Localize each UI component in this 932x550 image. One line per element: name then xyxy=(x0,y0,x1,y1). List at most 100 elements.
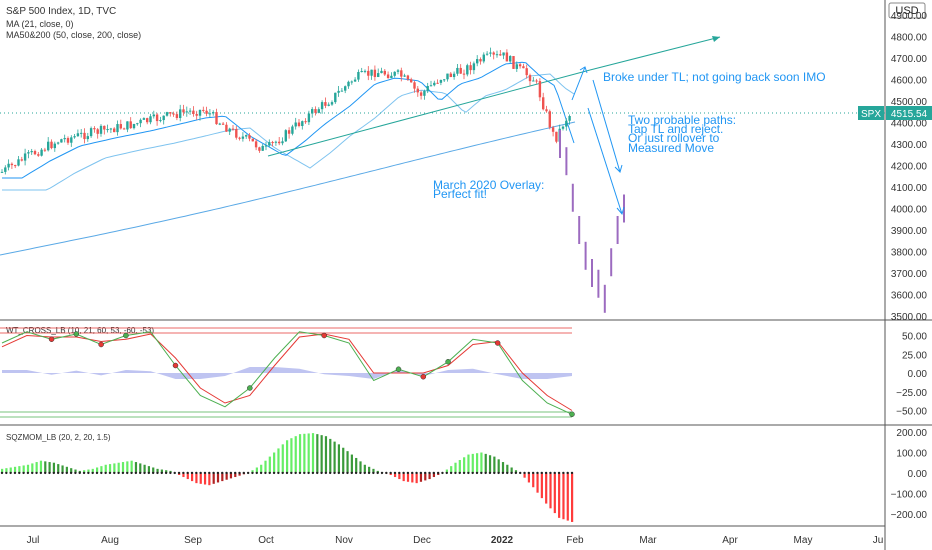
sqz-dot xyxy=(117,471,120,475)
sqz-bar xyxy=(147,466,151,473)
candle-body xyxy=(60,139,63,143)
candle-body xyxy=(294,122,297,127)
sqz-dot xyxy=(415,471,418,475)
sqz-dot xyxy=(203,471,207,475)
candle-body xyxy=(37,154,40,156)
sqz-bar xyxy=(61,465,64,473)
candle-body xyxy=(284,130,287,142)
sqz-dot xyxy=(182,471,185,475)
sqz-bar xyxy=(311,433,315,473)
sqz-dot xyxy=(229,471,233,475)
sqz-bar xyxy=(160,469,163,473)
indicator-ma21-label: MA (21, close, 0) xyxy=(6,19,74,29)
price-y-tick: 4000.00 xyxy=(891,205,928,216)
candle-body xyxy=(423,90,426,96)
sqz-dot xyxy=(259,471,263,475)
candle-body xyxy=(568,116,571,121)
sqz-dot xyxy=(376,471,379,475)
candle-body xyxy=(70,137,73,143)
sqz-dot xyxy=(221,471,224,475)
chart-title: S&P 500 Index, 1D, TVC xyxy=(6,6,116,17)
candle-body xyxy=(413,82,416,89)
sqz-bar xyxy=(108,464,112,473)
wt-cross-dot xyxy=(73,331,80,337)
candle-body xyxy=(291,126,294,134)
x-tick: Jul xyxy=(27,535,40,546)
sqz-dot xyxy=(536,471,539,475)
sqz-bar xyxy=(39,460,43,473)
price-y-axis: 4900.00 4800.00 4700.00 4600.00 4500.00 4400.… xyxy=(891,11,928,323)
sqz-bar xyxy=(139,463,142,473)
currency-label: USD xyxy=(895,5,918,17)
candle-body xyxy=(472,63,476,71)
sqz-dot xyxy=(316,471,319,475)
sqz-bar xyxy=(130,460,133,473)
candle-body xyxy=(386,74,390,79)
sqz-bar xyxy=(398,472,401,480)
sqz-bar xyxy=(363,464,366,473)
sqz-bar xyxy=(303,433,306,473)
candle-body xyxy=(109,128,113,130)
sqz-dot xyxy=(553,471,556,475)
sqz-dot xyxy=(566,471,569,475)
candle-body xyxy=(165,112,169,116)
sqz-dot xyxy=(328,471,332,475)
sqz-dot xyxy=(147,471,151,475)
candle-body xyxy=(314,109,317,113)
sqz-dot xyxy=(31,471,34,475)
sqz-bar xyxy=(5,468,8,473)
sqz-bar xyxy=(558,472,561,518)
sqz-dot xyxy=(398,471,401,475)
sqz-bar xyxy=(13,466,17,473)
sqz-dot xyxy=(251,471,254,475)
sqz-dot xyxy=(169,471,172,475)
sqz-bar xyxy=(26,464,30,473)
sqz-bar xyxy=(393,472,397,478)
candle-body xyxy=(20,159,23,161)
sqz-bar xyxy=(527,472,531,483)
sqz-y-axis: 200.00 100.00 0.00 −100.00 −200.00 xyxy=(891,428,928,521)
sqz-indicator-label: SQZMOM_LB (20, 2, 20, 1.5) xyxy=(6,433,111,442)
sqz-bar xyxy=(324,436,328,473)
sqz-bar xyxy=(22,465,25,473)
sqz-dot xyxy=(570,471,574,475)
candle-body xyxy=(215,112,218,125)
symbol-badge: SPX xyxy=(858,106,884,120)
sqz-dot xyxy=(436,471,440,475)
sqz-bar xyxy=(571,472,574,522)
price-candles xyxy=(0,47,571,175)
sqz-dot xyxy=(212,471,215,475)
sqz-bar xyxy=(406,472,410,482)
sqz-bar xyxy=(1,468,4,473)
sqz-dot xyxy=(18,471,21,475)
last-price-badge: 4515.54 xyxy=(886,106,932,120)
candle-body xyxy=(106,129,109,131)
sqz-dot xyxy=(549,471,552,475)
candle-body xyxy=(492,52,495,55)
sqz-dot xyxy=(108,471,112,475)
wt-cross-dot xyxy=(445,359,451,365)
sqz-dot xyxy=(497,471,500,475)
price-y-tick: 3900.00 xyxy=(891,226,928,237)
candle-body xyxy=(261,145,264,151)
candle-body xyxy=(113,128,116,133)
sqz-bar xyxy=(368,466,371,473)
sqz-dot xyxy=(471,471,474,475)
candle-body xyxy=(353,79,357,82)
sqz-bar xyxy=(96,467,99,473)
sqz-bar xyxy=(221,472,224,482)
sqz-dot xyxy=(350,471,353,475)
sqz-bar xyxy=(350,454,353,473)
sqz-bar xyxy=(273,452,276,473)
sqz-bar xyxy=(329,438,332,473)
candle-body xyxy=(195,114,198,116)
candle-body xyxy=(476,59,479,64)
x-tick: Aug xyxy=(101,535,119,546)
wt-cross-dot xyxy=(48,336,55,342)
candle-body xyxy=(337,90,340,93)
sqz-dot xyxy=(48,471,51,475)
currency-badge[interactable]: USD xyxy=(888,2,926,19)
candle-body xyxy=(258,147,261,151)
sqz-dot xyxy=(510,471,513,475)
candle-body xyxy=(538,81,542,98)
